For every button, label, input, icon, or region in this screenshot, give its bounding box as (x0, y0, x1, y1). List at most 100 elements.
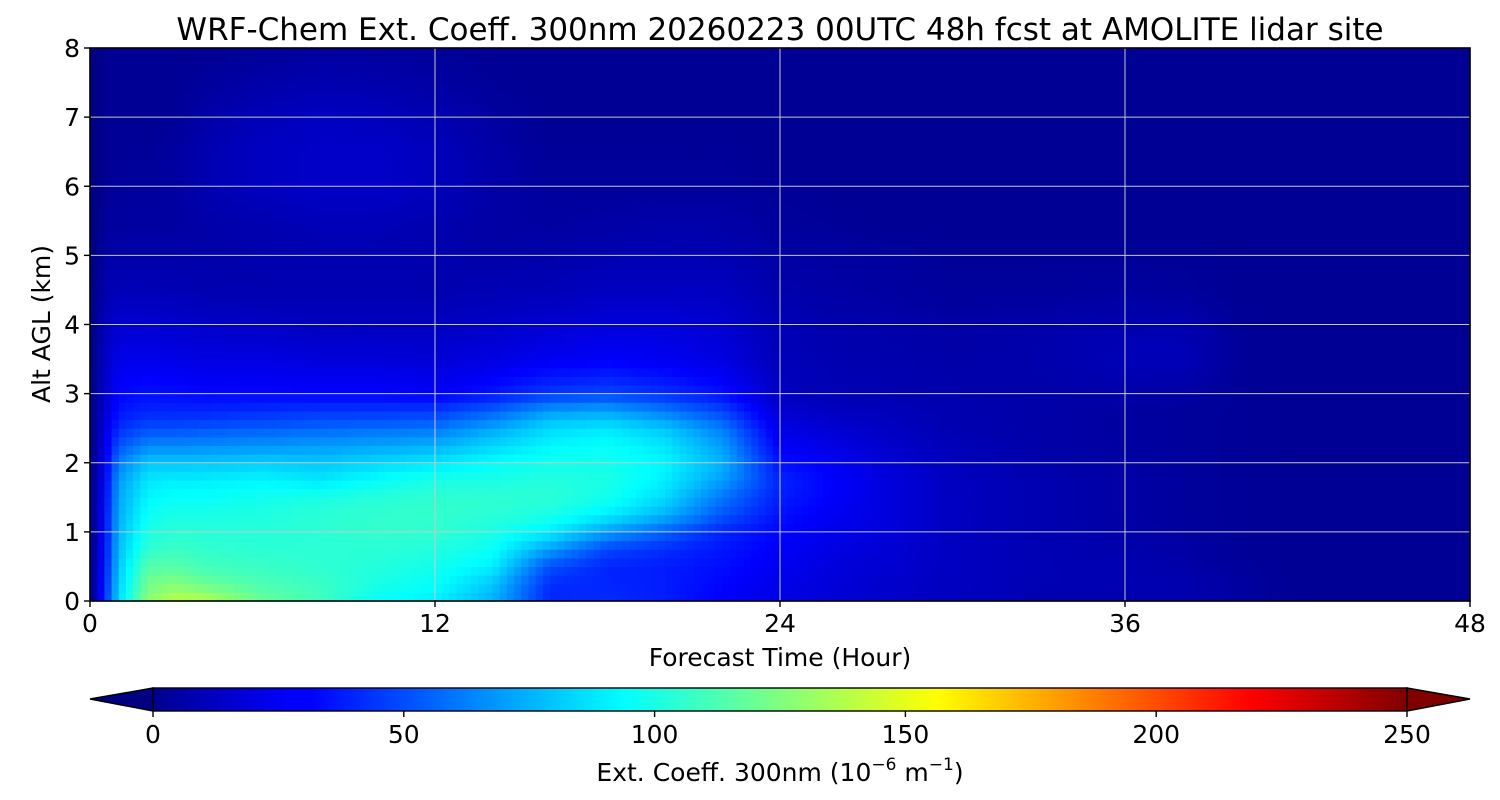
heatmap-cell (1096, 419, 1105, 429)
heatmap-cell (535, 376, 544, 386)
heatmap-cell (1110, 419, 1119, 429)
heatmap-cell (895, 497, 903, 507)
heatmap-cells (90, 48, 1471, 602)
heatmap-cell (90, 384, 98, 395)
heatmap-cell (1376, 445, 1385, 455)
heatmap-cell (406, 592, 415, 602)
heatmap-cell (97, 497, 105, 507)
heatmap-cell (557, 592, 565, 602)
heatmap-cell (183, 531, 192, 542)
heatmap-cell (1455, 402, 1464, 412)
heatmap-cell (1067, 557, 1076, 568)
heatmap-cell (593, 445, 601, 455)
heatmap-cell (111, 505, 120, 516)
heatmap-cell (1010, 505, 1018, 516)
heatmap-cell (672, 393, 680, 403)
heatmap-cell (1275, 410, 1284, 421)
heatmap-cell (262, 428, 271, 438)
heatmap-cell (751, 575, 760, 585)
heatmap-cell (1319, 497, 1327, 507)
heatmap-cell (1218, 376, 1227, 386)
heatmap-cell (895, 557, 903, 568)
heatmap-cell (1398, 462, 1406, 472)
heatmap-cell (909, 549, 918, 559)
heatmap-cell (722, 445, 731, 455)
heatmap-cell (1010, 488, 1018, 498)
heatmap-cell (1319, 549, 1327, 559)
heatmap-cell (1002, 384, 1011, 395)
heatmap-cell (111, 531, 120, 542)
heatmap-cell (449, 410, 458, 421)
heatmap-cell (686, 428, 695, 438)
heatmap-cell (1146, 566, 1155, 576)
heatmap-cell (1462, 531, 1471, 542)
heatmap-cell (276, 583, 285, 593)
heatmap-cell (780, 410, 788, 421)
heatmap-cell (1261, 540, 1270, 550)
heatmap-cell (276, 445, 285, 455)
heatmap-cell (815, 523, 824, 533)
heatmap-cell (190, 393, 199, 403)
heatmap-cell (542, 505, 551, 516)
heatmap-cell (830, 583, 839, 593)
heatmap-cell (413, 514, 422, 524)
heatmap-cell (916, 419, 925, 429)
heatmap-cell (578, 540, 587, 550)
heatmap-cell (1283, 488, 1291, 498)
heatmap-cell (435, 488, 443, 498)
heatmap-cell (1060, 376, 1069, 386)
heatmap-cell (449, 488, 458, 498)
heatmap-cell (514, 531, 522, 542)
heatmap-cell (801, 480, 810, 490)
heatmap-cell (133, 505, 141, 516)
heatmap-cell (298, 454, 307, 464)
heatmap-cell (1290, 454, 1299, 464)
heatmap-cell (435, 402, 443, 412)
heatmap-cell (1268, 419, 1277, 429)
heatmap-cell (499, 376, 508, 386)
heatmap-cell (650, 384, 659, 395)
heatmap-cell (420, 471, 429, 481)
heatmap-cell (844, 445, 853, 455)
heatmap-cell (1132, 445, 1140, 455)
heatmap-cell (219, 436, 228, 447)
heatmap-cell (1146, 575, 1155, 585)
heatmap-cell (1347, 549, 1356, 559)
heatmap-cell (700, 523, 709, 533)
heatmap-cell (1110, 514, 1119, 524)
heatmap-cell (463, 480, 472, 490)
heatmap-cell (1441, 592, 1450, 602)
heatmap-cell (1412, 575, 1421, 585)
heatmap-cell (1196, 393, 1205, 403)
heatmap-cell (1103, 419, 1112, 429)
heatmap-cell (1146, 402, 1155, 412)
heatmap-cell (945, 566, 954, 576)
heatmap-cell (780, 540, 788, 550)
heatmap-cell (478, 454, 486, 464)
heatmap-cell (902, 592, 910, 602)
heatmap-cell (255, 549, 264, 559)
heatmap-cell (887, 393, 896, 403)
heatmap-cell (470, 514, 479, 524)
heatmap-cell (643, 445, 652, 455)
heatmap-cell (643, 410, 652, 421)
heatmap-cell (205, 575, 213, 585)
heatmap-cell (600, 402, 609, 412)
heatmap-cell (844, 531, 853, 542)
heatmap-cell (1053, 445, 1061, 455)
heatmap-cell (420, 480, 429, 490)
heatmap-cell (758, 428, 767, 438)
heatmap-cell (887, 497, 896, 507)
heatmap-cell (736, 540, 745, 550)
heatmap-cell (1240, 575, 1248, 585)
heatmap-cell (794, 557, 803, 568)
heatmap-cell (1053, 436, 1061, 447)
heatmap-cell (1333, 419, 1342, 429)
heatmap-cell (1053, 454, 1061, 464)
heatmap-cell (1232, 445, 1241, 455)
heatmap-cell (485, 592, 494, 602)
heatmap-cell (1038, 393, 1047, 403)
heatmap-cell (1168, 471, 1176, 481)
heatmap-cell (708, 575, 716, 585)
heatmap-cell (614, 575, 623, 585)
